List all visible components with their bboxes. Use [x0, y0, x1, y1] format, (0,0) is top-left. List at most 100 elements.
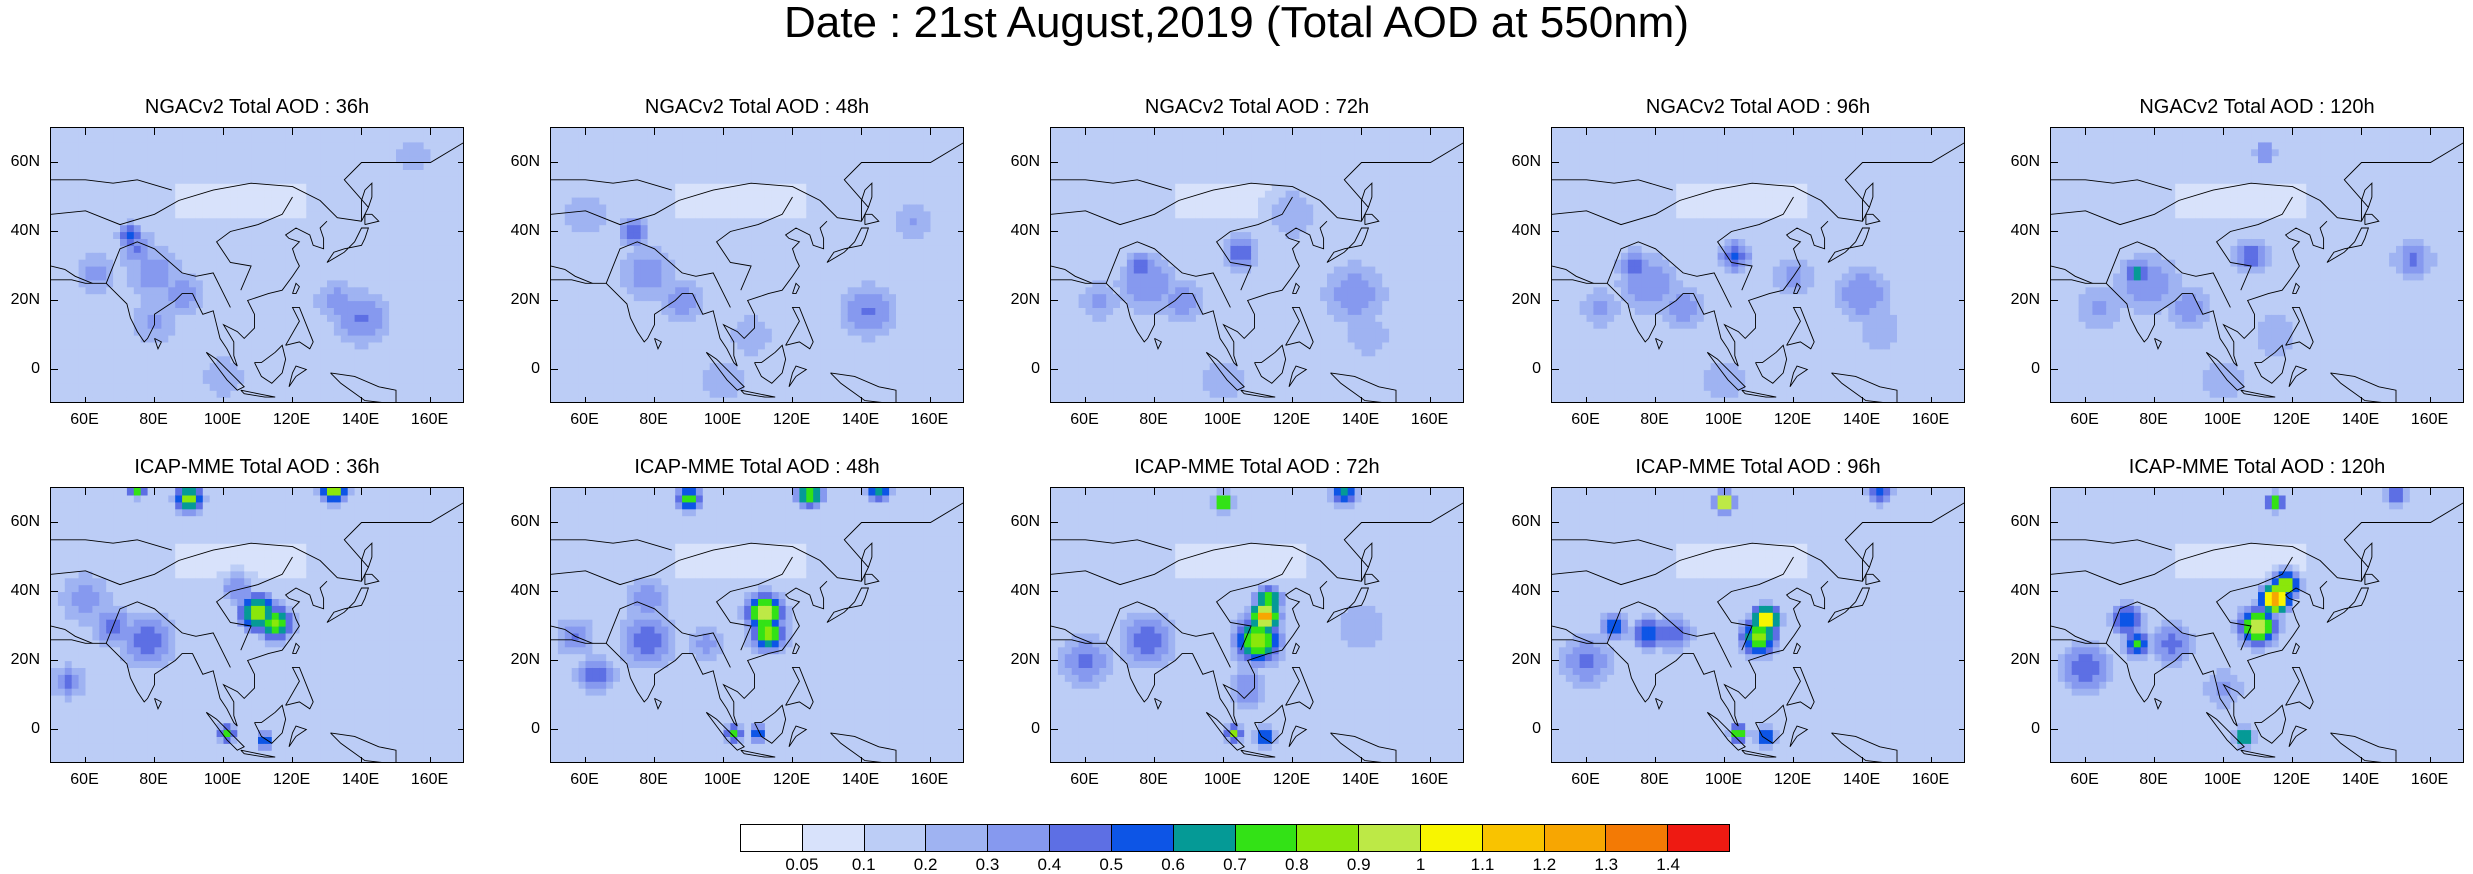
aod-cell	[175, 169, 183, 177]
aod-cell	[840, 128, 849, 136]
aod-cell	[147, 286, 156, 295]
aod-cell	[306, 335, 314, 343]
aod-cell	[320, 397, 328, 402]
aod-cell	[175, 335, 183, 343]
aod-cell	[633, 197, 642, 205]
aod-cell	[654, 134, 662, 143]
aod-cell	[292, 252, 300, 260]
aod-cell	[126, 210, 135, 219]
aod-cell	[299, 376, 307, 384]
aod-cell	[264, 210, 273, 219]
aod-cell	[668, 307, 676, 315]
aod-cell	[416, 252, 425, 260]
aod-cell	[785, 252, 794, 260]
aod-cell	[751, 348, 759, 357]
aod-cell	[451, 383, 459, 391]
aod-cell	[578, 259, 587, 267]
aod-cell	[827, 217, 835, 226]
aod-cell	[668, 293, 676, 302]
aod-cell	[909, 397, 918, 402]
aod-cell	[599, 272, 607, 281]
aod-cell	[368, 321, 376, 329]
aod-cell	[930, 307, 938, 315]
aod-cell	[737, 252, 745, 260]
aod-cell	[620, 190, 628, 198]
aod-cell	[902, 238, 911, 246]
aod-cell	[64, 335, 73, 343]
aod-cell	[668, 314, 676, 322]
aod-cell	[458, 266, 463, 274]
aod-cell	[244, 341, 252, 350]
aod-cell	[320, 266, 328, 274]
aod-cell	[751, 252, 759, 260]
aod-cell	[909, 307, 918, 315]
aod-cell	[806, 148, 814, 157]
aod-cell	[126, 128, 135, 136]
aod-cell	[564, 155, 573, 164]
aod-cell	[216, 169, 225, 177]
aod-cell	[92, 245, 100, 253]
aod-cell	[723, 224, 731, 233]
aod-cell	[299, 155, 307, 164]
aod-cell	[778, 197, 787, 205]
aod-cell	[292, 293, 300, 302]
aod-cell	[202, 390, 211, 398]
aod-cell	[78, 197, 87, 205]
aod-cell	[202, 293, 211, 302]
aod-cell	[237, 155, 245, 164]
aod-cell	[99, 266, 107, 274]
aod-cell	[778, 155, 787, 164]
aod-cell	[223, 203, 231, 212]
aod-cell	[251, 190, 259, 198]
aod-cell	[285, 341, 294, 350]
aod-cell	[313, 162, 321, 170]
aod-cell	[402, 197, 411, 205]
aod-cell	[71, 203, 80, 212]
aod-cell	[327, 162, 335, 170]
aod-cell	[340, 210, 349, 219]
aod-cell	[361, 369, 369, 377]
aod-cell	[209, 176, 218, 184]
aod-cell	[409, 183, 418, 191]
aod-cell	[916, 272, 925, 281]
aod-cell	[1057, 314, 1066, 322]
aod-cell	[840, 259, 849, 267]
aod-cell	[902, 148, 911, 157]
aod-cell	[702, 238, 711, 246]
aod-cell	[340, 383, 349, 391]
aod-cell	[409, 252, 418, 260]
aod-cell	[168, 321, 176, 329]
aod-cell	[416, 376, 425, 384]
aod-cell	[313, 128, 321, 136]
aod-cell	[695, 369, 704, 377]
aod-cell	[820, 279, 828, 288]
aod-cell	[451, 266, 459, 274]
aod-cell	[216, 231, 225, 239]
aod-cell	[140, 238, 149, 246]
aod-cell	[682, 203, 690, 212]
aod-cell	[875, 245, 883, 253]
aod-cell	[389, 128, 397, 136]
aod-cell	[354, 148, 363, 157]
aod-cell	[195, 203, 204, 212]
aod-cell	[709, 328, 718, 336]
aod-cell	[333, 321, 342, 329]
aod-cell	[833, 341, 842, 350]
aod-cell	[847, 383, 856, 391]
aod-cell	[99, 293, 107, 302]
aod-cell	[175, 190, 183, 198]
aod-cell	[930, 203, 938, 212]
aod-cell	[620, 328, 628, 336]
aod-cell	[416, 348, 425, 357]
aod-cell	[285, 314, 294, 322]
aod-cell	[389, 231, 397, 239]
aod-cell	[633, 134, 642, 143]
aod-cell	[375, 238, 383, 246]
aod-cell	[251, 335, 259, 343]
aod-cell	[258, 203, 266, 212]
aod-cell	[709, 355, 718, 364]
aod-cell	[78, 217, 87, 226]
aod-cell	[306, 397, 314, 402]
aod-cell	[613, 355, 621, 364]
aod-cell	[368, 300, 376, 308]
